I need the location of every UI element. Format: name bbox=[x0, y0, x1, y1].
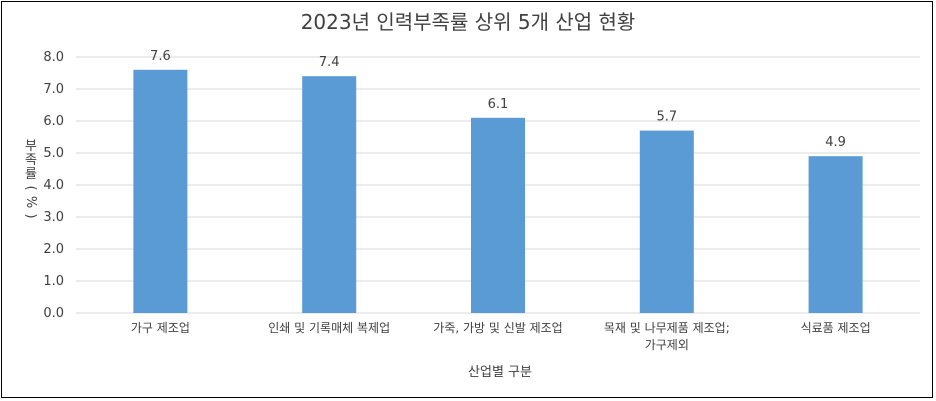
y-tick-label: 2.0 bbox=[43, 242, 64, 257]
y-tick-label: 1.0 bbox=[43, 274, 64, 289]
y-axis-title-char: ( bbox=[23, 185, 38, 190]
x-category-label: 인쇄 및 기록매체 복제업 bbox=[268, 321, 390, 335]
bars bbox=[133, 69, 863, 313]
y-tick-label: 0.0 bbox=[43, 306, 64, 321]
x-axis-title: 산업별 구분 bbox=[468, 365, 532, 380]
x-category-label: 가구 제조업 bbox=[131, 321, 190, 335]
y-tick-label: 5.0 bbox=[43, 146, 64, 161]
x-category-label: 가구제외 bbox=[645, 338, 689, 352]
x-category-label: 식료품 제조업 bbox=[801, 321, 871, 335]
y-axis-title-char: ) bbox=[23, 213, 38, 218]
y-axis-title-char: 부 bbox=[25, 139, 37, 154]
y-tick-label: 7.0 bbox=[43, 82, 64, 97]
x-axis-categories: 가구 제조업 인쇄 및 기록매체 복제업 가죽, 가방 및 신발 제조업 목재 및 나… bbox=[131, 321, 871, 352]
y-axis-title-char: 족 bbox=[25, 153, 37, 168]
bar bbox=[133, 69, 188, 313]
y-axis-title: 부족률 (%) bbox=[23, 139, 38, 219]
y-tick-label: 3.0 bbox=[43, 210, 64, 225]
chart-title: 2023년 인력부족률 상위 5개 산업 현황 bbox=[301, 10, 636, 34]
data-labels: 7.6 7.4 6.1 5.7 4.9 bbox=[150, 49, 846, 150]
bar bbox=[639, 130, 694, 313]
x-category-label: 가죽, 가방 및 신발 제조업 bbox=[433, 321, 562, 335]
bar bbox=[471, 117, 525, 313]
data-label: 4.9 bbox=[825, 135, 846, 150]
data-label: 5.7 bbox=[656, 110, 677, 125]
y-axis-title-char: 률 bbox=[25, 167, 37, 182]
x-category-label: 목재 및 나무제품 제조업; bbox=[604, 321, 730, 335]
data-label: 7.4 bbox=[319, 55, 340, 70]
y-tick-label: 6.0 bbox=[43, 114, 64, 129]
data-label: 7.6 bbox=[150, 49, 171, 64]
y-axis-title-char: % bbox=[23, 196, 38, 208]
bar bbox=[808, 156, 863, 313]
y-tick-label: 4.0 bbox=[43, 178, 64, 193]
bar bbox=[302, 76, 357, 313]
data-label: 6.1 bbox=[488, 97, 509, 112]
y-tick-label: 8.0 bbox=[43, 50, 64, 65]
y-axis-ticks: 0.0 1.0 2.0 3.0 4.0 5.0 6.0 7.0 8.0 bbox=[43, 50, 64, 321]
